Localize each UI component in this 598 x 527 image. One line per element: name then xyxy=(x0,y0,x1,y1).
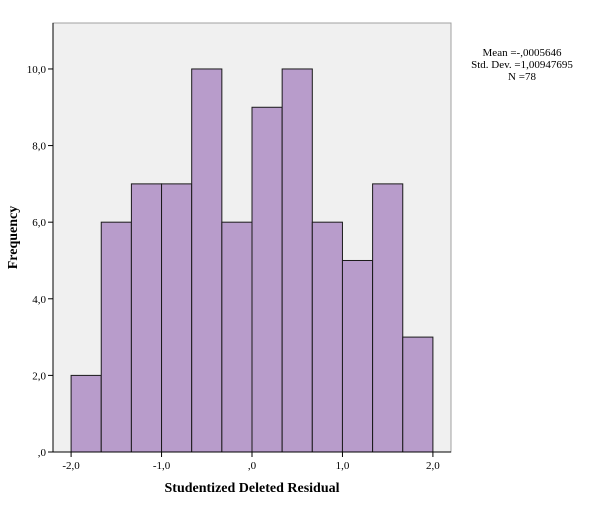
x-axis-label: Studentized Deleted Residual xyxy=(165,481,340,496)
histogram-bar-7 xyxy=(251,106,283,453)
histogram-bar-6 xyxy=(221,221,253,453)
histogram-bar-3 xyxy=(130,183,163,453)
histogram-bar-12 xyxy=(402,336,434,453)
x-tick-label: ,0 xyxy=(248,460,257,472)
y-ticks-group: ,0 2,0 4,0 6,0 8,0 10,0 xyxy=(27,64,53,459)
x-tick-label: 1,0 xyxy=(336,460,350,472)
histogram-bar-1 xyxy=(70,374,102,453)
stats-mean: Mean =-,0005646 xyxy=(482,47,562,59)
histogram-bar-8 xyxy=(281,68,313,453)
x-tick-label: -1,0 xyxy=(153,460,171,472)
histogram-bar-4 xyxy=(161,183,193,453)
y-tick-label: 10,0 xyxy=(27,64,47,76)
stats-box: Mean =-,0005646 Std. Dev. =1,00947695 N … xyxy=(462,47,582,83)
x-tick-label: -2,0 xyxy=(62,460,80,472)
histogram-bar-5 xyxy=(191,68,223,453)
x-ticks-group: -2,0 -1,0 ,0 1,0 2,0 xyxy=(62,452,440,472)
y-axis-label: Frequency xyxy=(6,206,21,270)
x-tick-label: 2,0 xyxy=(426,460,440,472)
y-tick-label: 8,0 xyxy=(32,141,46,153)
bars-group xyxy=(70,68,434,453)
y-tick-label: ,0 xyxy=(38,447,47,459)
histogram-bar-2 xyxy=(100,221,132,453)
histogram-bar-9 xyxy=(311,221,343,453)
stats-n: N =78 xyxy=(508,71,536,83)
y-tick-label: 2,0 xyxy=(32,370,46,382)
y-tick-label: 4,0 xyxy=(32,294,46,306)
stats-std-dev: Std. Dev. =1,00947695 xyxy=(471,59,573,71)
histogram-bar-11 xyxy=(372,183,404,453)
histogram-bar-10 xyxy=(341,259,374,453)
y-tick-label: 6,0 xyxy=(32,217,46,229)
